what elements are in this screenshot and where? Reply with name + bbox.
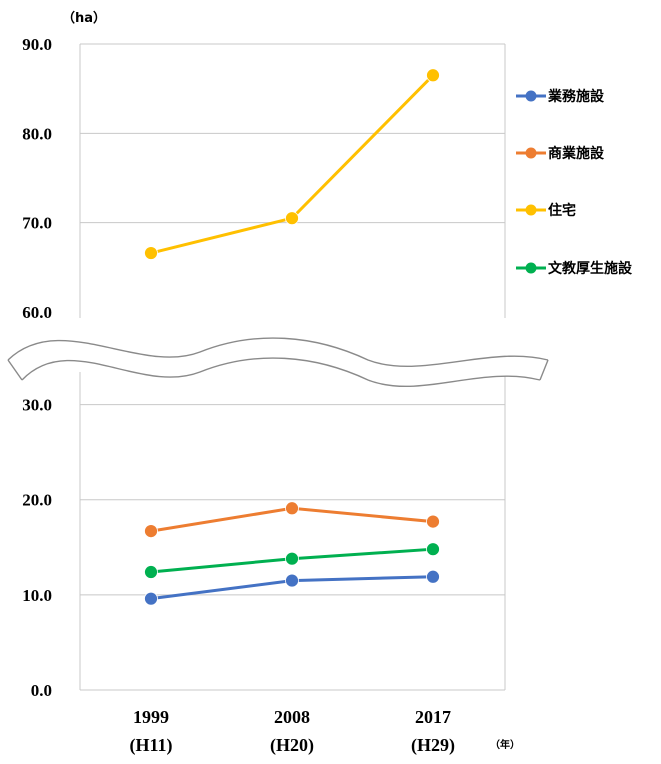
data-point: [144, 246, 158, 260]
data-point: [144, 565, 158, 579]
x-tick-sublabel: (H29): [411, 735, 455, 756]
axes: [79, 43, 506, 690]
data-point: [285, 551, 299, 566]
x-tick-sublabel: (H20): [270, 735, 314, 756]
series-line: [150, 74, 435, 255]
axis-break-band: [8, 338, 548, 387]
legend-marker: [525, 147, 537, 159]
data-point: [285, 211, 299, 226]
data-point: [285, 501, 299, 516]
y-tick-label: 90.0: [22, 35, 52, 54]
axis-break: [7, 337, 549, 388]
legend-label: 文教厚生施設: [548, 260, 633, 277]
data-point: [426, 68, 440, 83]
x-tick-label: 2017: [415, 707, 451, 727]
legend-label: 業務施設: [547, 88, 605, 105]
x-tick-label: 1999: [133, 707, 169, 727]
axis-break-edge-right: [539, 359, 549, 381]
data-point: [144, 591, 158, 606]
y-tick-label: 70.0: [22, 214, 52, 233]
data-point: [144, 524, 158, 539]
axis-break-line-bottom: [21, 357, 541, 388]
labels: 60.0 70.0 80.0 90.0 0.0 10.0 20.0 30.0 1999 (H11)…: [22, 10, 520, 756]
legend-label: 住宅: [548, 202, 576, 219]
x-tick-sublabel: (H11): [130, 735, 173, 756]
y-tick-label: 10.0: [22, 586, 52, 605]
legend-marker: [525, 204, 537, 216]
legend-marker: [525, 90, 537, 102]
y-tick-label: 80.0: [22, 124, 52, 143]
axis-break-line-top: [7, 337, 549, 368]
legend-marker: [525, 262, 537, 274]
y-tick-label: 30.0: [22, 396, 52, 415]
y-unit-label: （ha）: [62, 10, 106, 26]
data-point: [426, 569, 440, 584]
x-unit-label: （年）: [490, 738, 520, 751]
series: [144, 68, 440, 606]
legend-label: 商業施設: [548, 145, 605, 162]
y-tick-label: 60.0: [22, 303, 52, 322]
axis-break-edge-left: [7, 359, 23, 381]
data-point: [426, 514, 440, 529]
y-tick-label: 0.0: [31, 681, 52, 700]
y-tick-label: 20.0: [22, 491, 52, 510]
data-point: [285, 573, 299, 588]
data-point: [426, 542, 440, 557]
x-tick-label: 2008: [274, 707, 310, 727]
